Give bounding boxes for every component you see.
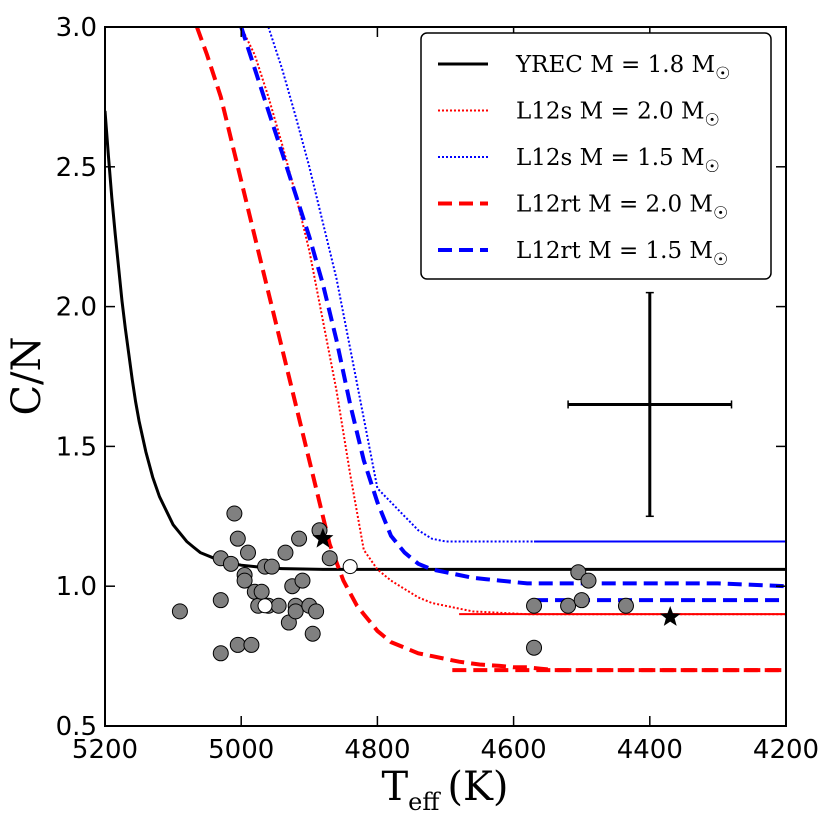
gray-point-6 [226,505,243,522]
gray-point-10 [236,572,253,589]
points-layer [171,505,681,662]
legend-label-1: YREC M = 1.8 M☉ [515,52,730,84]
plot-frame [104,26,787,727]
y-tick-label: 2.5 [56,153,97,183]
gray-point-15 [253,583,270,600]
gray-point-29 [308,603,325,620]
gray-point-3 [212,592,229,609]
gray-point-4 [212,645,229,662]
gray-point-18 [263,558,280,575]
star-point-1 [312,527,334,548]
gray-point-31 [321,550,338,567]
legend: YREC M = 1.8 M☉ L12s M = 2.0 M☉ L12s M = 1… [420,32,772,280]
series-line-1 [105,110,786,571]
gray-point-12 [243,636,260,653]
gray-point-25 [291,530,308,547]
gray-point-33 [526,639,543,656]
y-tick-label: 3.0 [56,13,97,43]
x-tick-label: 4400 [617,735,683,765]
gray-point-32 [526,597,543,614]
y-tick-label: 2.0 [56,293,97,323]
series-line-4 [195,27,786,673]
y-tick-label: 1.0 [56,572,97,602]
x-tick-label: 4200 [753,735,819,765]
y-axis-title: C/N [4,336,50,415]
curves-layer [105,27,786,673]
gray-point-24 [287,603,304,620]
gray-point-37 [580,572,597,589]
gray-point-26 [294,572,311,589]
x-tick-label: 4800 [344,735,410,765]
gray-point-34 [560,597,577,614]
open-point-2 [342,559,358,575]
gray-point-28 [304,625,321,642]
gray-point-1 [171,603,188,620]
gray-point-5 [222,555,239,572]
legend-label-3: L12s M = 1.5 M☉ [516,145,720,177]
y-tick-label: 1.5 [56,432,97,462]
legend-label-4: L12rt M = 2.0 M☉ [516,192,728,224]
x-tick-label: 4600 [481,735,547,765]
gray-point-7 [229,530,246,547]
legend-box [420,32,772,280]
gray-point-20 [277,544,294,561]
error-bar [567,291,733,518]
star-point-2 [659,606,681,626]
y-tick-label: 0.5 [56,712,97,742]
open-point-1 [257,598,273,614]
series-line-5 [239,27,786,589]
ticks-layer: 5200 5000 4800 4600 4400 4200 0.5 1.0 1.5 2.0 2.5 3… [56,13,819,765]
gray-point-36 [573,592,590,609]
gray-point-11 [240,544,257,561]
x-tick-label: 5000 [208,735,274,765]
gray-point-38 [617,597,634,614]
x-axis-title: Teff (K) [381,764,508,816]
gray-point-8 [229,636,246,653]
x-tick-label: 5200 [72,735,138,765]
legend-label-2: L12s M = 2.0 M☉ [516,99,720,131]
gray-point-19 [270,597,287,614]
legend-label-5: L12rt M = 1.5 M☉ [516,238,728,270]
